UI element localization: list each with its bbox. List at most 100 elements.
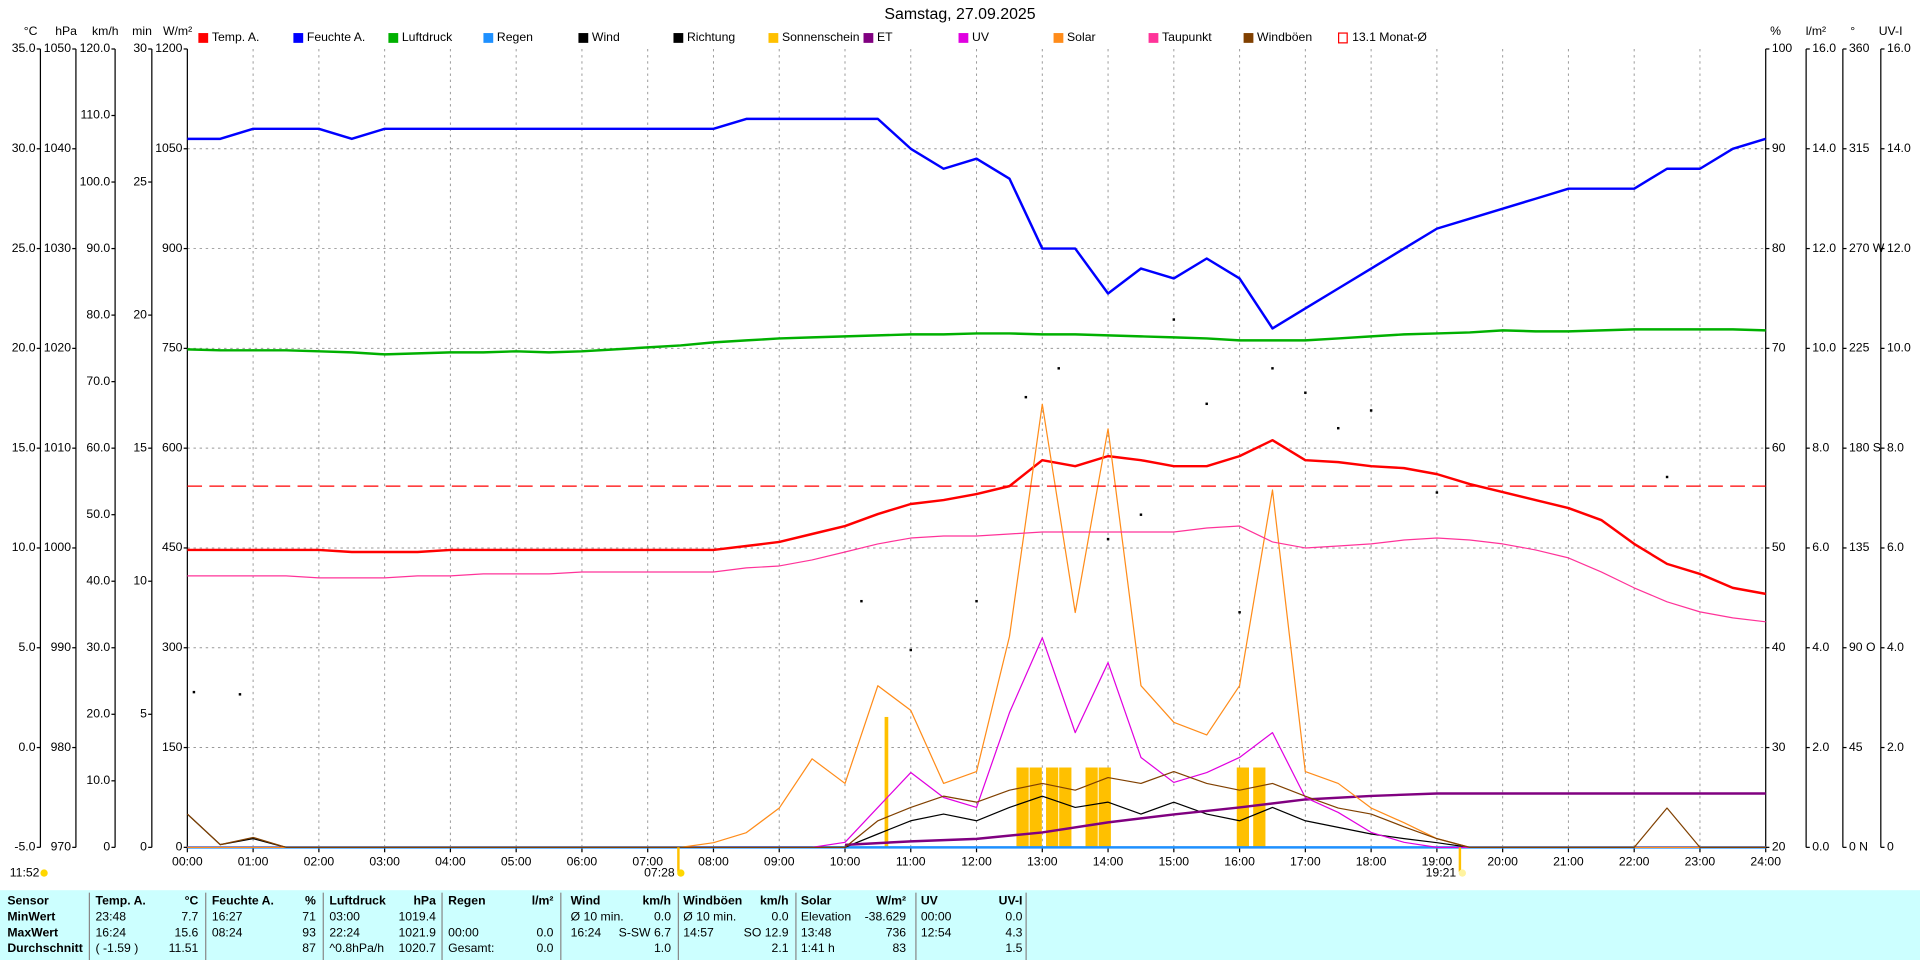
direction-dot	[1435, 491, 1439, 494]
table-cell: 71	[302, 909, 316, 923]
legend-marker	[1053, 33, 1064, 43]
table-cell: 12:54	[921, 925, 952, 939]
direction-dot	[975, 599, 978, 603]
y-tick-label: 30.0	[12, 141, 36, 155]
table-cell: 87	[302, 941, 316, 955]
table-cell: Ø 10 min.	[683, 909, 736, 923]
series-line	[187, 328, 1766, 356]
direction-dot	[238, 693, 242, 696]
y-tick-label: 1050	[155, 141, 182, 155]
y-tick-label: 70.0	[86, 374, 110, 388]
y-tick-label: 270 W	[1849, 241, 1885, 255]
y-tick-label: 25.0	[12, 241, 36, 255]
table-cell: 736	[886, 925, 907, 939]
series-line	[844, 792, 1766, 847]
x-tick-label: 11:00	[896, 854, 926, 868]
y-tick-label: 100.0	[80, 174, 111, 188]
legend-marker	[673, 33, 684, 43]
x-tick-label: 09:00	[764, 854, 795, 868]
table-cell: 23:48	[96, 909, 127, 923]
y-tick-label: 50	[1772, 540, 1786, 554]
y-tick-label: 100	[1772, 41, 1793, 55]
y-tick-label: 2.0	[1812, 740, 1829, 754]
y-tick-label: 10.0	[86, 773, 110, 787]
y-tick-label: 1050	[44, 41, 71, 55]
y-tick-label: 45	[1849, 740, 1863, 754]
x-tick-label: 19:00	[1422, 854, 1453, 868]
y-tick-label: 70	[1772, 341, 1786, 355]
table-row-label: Durchschnitt	[7, 941, 82, 955]
x-tick-label: 03:00	[369, 854, 400, 868]
table-cell: 15.6	[175, 925, 199, 939]
table-header: Wind	[571, 893, 601, 907]
table-cell: 93	[302, 925, 316, 939]
series-line	[187, 117, 1767, 330]
sun-time: 07:28	[644, 865, 675, 879]
y-tick-label: 980	[51, 740, 72, 754]
table-cell: 0.0	[536, 925, 553, 939]
direction-dot	[860, 599, 863, 603]
y-tick-label: 20	[133, 307, 147, 321]
y-tick-label: 15	[133, 440, 147, 454]
axis-unit: %	[1770, 24, 1781, 38]
axis-unit: km/h	[92, 24, 119, 38]
table-cell: ( -1.59 )	[96, 941, 139, 955]
direction-dot	[1205, 402, 1208, 406]
y-tick-label: 35.0	[12, 41, 36, 55]
table-cell: ^0.8hPa/h	[329, 941, 384, 955]
legend-label: Windböen	[1257, 30, 1312, 44]
y-tick-label: 1010	[44, 440, 71, 454]
y-tick-label: 1040	[44, 141, 71, 155]
axis-unit: °	[1850, 24, 1855, 38]
y-tick-label: 315	[1849, 141, 1870, 155]
table-cell: 0.0	[654, 909, 671, 923]
x-tick-label: 08:00	[698, 854, 729, 868]
y-tick-label: 970	[51, 840, 72, 854]
legend-marker	[1243, 33, 1254, 43]
y-tick-label: 90 O	[1849, 640, 1876, 654]
x-tick-label: 06:00	[567, 854, 598, 868]
legend-marker	[1148, 33, 1159, 43]
table-header: °C	[185, 893, 199, 907]
table-header: W/m²	[876, 893, 906, 907]
table-header: Temp. A.	[96, 893, 146, 907]
table-cell: 14:57	[683, 925, 714, 939]
y-tick-label: 15.0	[12, 440, 36, 454]
x-tick-label: 18:00	[1356, 854, 1387, 868]
table-header: Feuchte A.	[212, 893, 274, 907]
y-tick-label: 6.0	[1887, 540, 1904, 554]
x-tick-label: 00:00	[172, 854, 203, 868]
table-cell: 0.0	[772, 909, 789, 923]
table-header: UV-I	[999, 893, 1023, 907]
y-tick-label: 4.0	[1812, 640, 1829, 654]
y-tick-label: 450	[162, 540, 183, 554]
y-tick-label: 1020	[44, 341, 71, 355]
y-tick-label: 180 S	[1849, 440, 1881, 454]
y-tick-label: 1000	[44, 540, 71, 554]
y-tick-label: 20.0	[86, 707, 110, 721]
table-header: Windböen	[683, 893, 742, 907]
table-header: km/h	[760, 893, 789, 907]
legend-marker	[958, 33, 969, 43]
y-tick-label: 120.0	[80, 41, 111, 55]
x-tick-label: 10:00	[830, 854, 861, 868]
y-tick-label: 14.0	[1812, 141, 1836, 155]
table-row-label: MinWert	[7, 909, 55, 923]
y-tick-label: 0.0	[1812, 840, 1829, 854]
legend-marker	[388, 33, 399, 43]
y-tick-label: 750	[162, 341, 183, 355]
table-cell: 1019.4	[398, 909, 436, 923]
direction-dot	[1271, 367, 1274, 370]
sunshine-bar	[1085, 767, 1098, 848]
table-cell: 11.51	[169, 941, 199, 955]
legend-marker	[198, 33, 209, 43]
legend-label: Temp. A.	[212, 30, 260, 44]
chart-title: Samstag, 27.09.2025	[884, 6, 1035, 23]
y-tick-label: 5.0	[18, 640, 35, 654]
table-cell: 1:41 h	[801, 941, 835, 955]
sunshine-bar	[1046, 767, 1059, 848]
direction-dot	[1369, 409, 1373, 412]
axis-unit: °C	[24, 24, 38, 38]
y-tick-label: 0	[1887, 840, 1894, 854]
